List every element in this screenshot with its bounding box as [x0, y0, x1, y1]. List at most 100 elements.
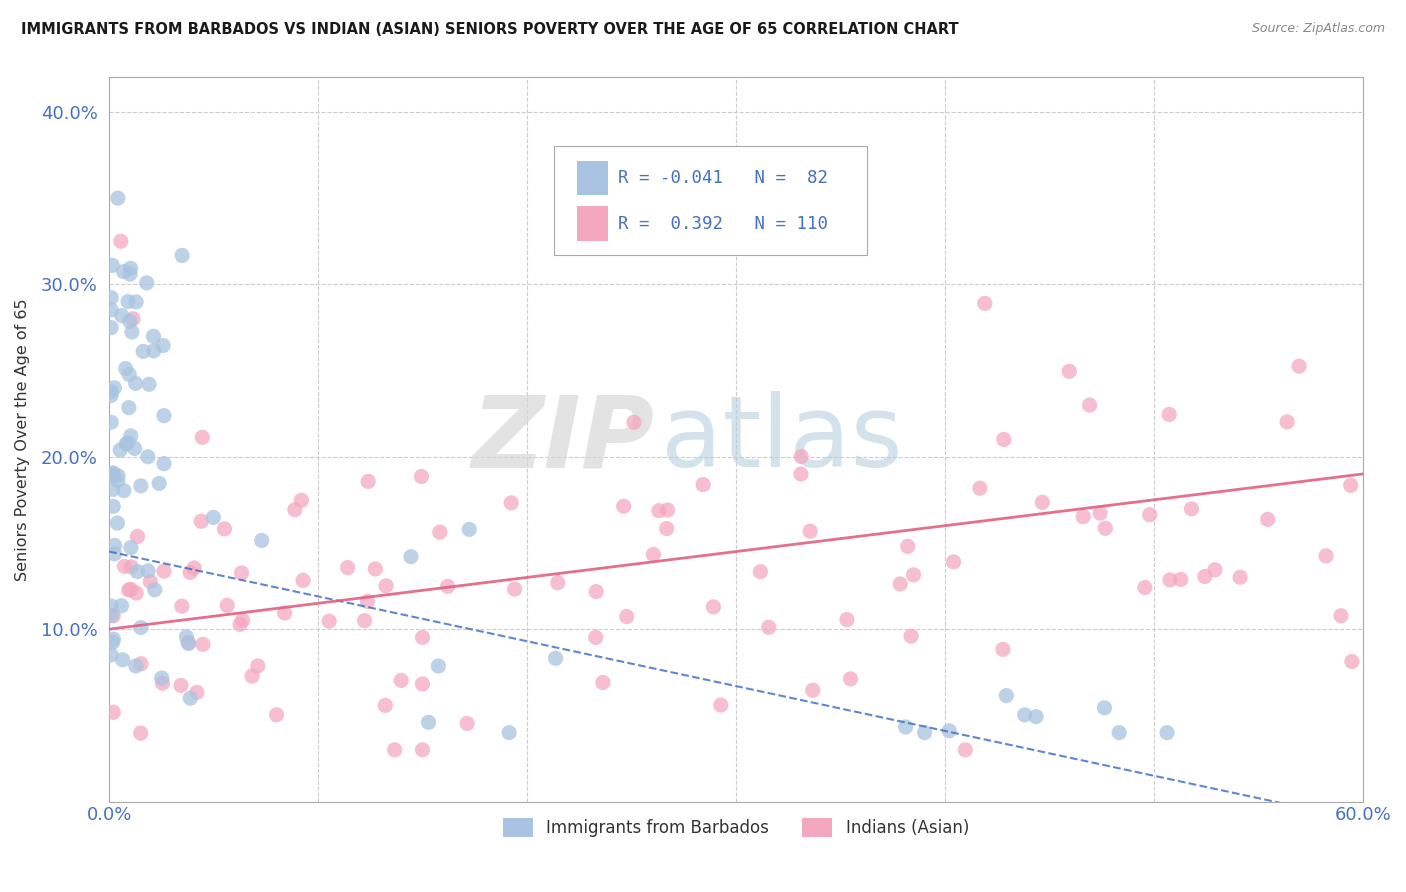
- Point: [202, 510, 225, 524]
- Point: [142, 343, 165, 358]
- Point: [1340, 478, 1362, 492]
- Point: [139, 574, 162, 589]
- Point: [655, 522, 678, 536]
- Point: [129, 726, 152, 740]
- Point: [232, 613, 254, 627]
- Point: [120, 429, 142, 443]
- Bar: [576, 206, 607, 241]
- Point: [585, 631, 607, 645]
- Point: [336, 560, 359, 574]
- Point: [903, 567, 925, 582]
- Point: [104, 538, 127, 552]
- Point: [125, 659, 148, 673]
- Point: [152, 676, 174, 690]
- Point: [108, 443, 131, 458]
- Point: [758, 620, 780, 634]
- Point: [250, 533, 273, 548]
- Point: [107, 516, 129, 530]
- Point: [124, 442, 146, 456]
- Point: [121, 325, 143, 339]
- Point: [418, 715, 440, 730]
- Point: [122, 311, 145, 326]
- Text: R =  0.392   N = 110: R = 0.392 N = 110: [619, 215, 828, 233]
- Point: [894, 720, 917, 734]
- Point: [100, 320, 122, 334]
- Point: [1071, 509, 1094, 524]
- Point: [135, 276, 157, 290]
- Point: [318, 614, 340, 628]
- Point: [101, 259, 124, 273]
- Point: [399, 549, 422, 564]
- Point: [127, 565, 149, 579]
- Point: [152, 338, 174, 352]
- Point: [290, 493, 312, 508]
- Point: [229, 617, 252, 632]
- Text: R = -0.041   N =  82: R = -0.041 N = 82: [619, 169, 828, 187]
- Point: [214, 522, 236, 536]
- Point: [411, 743, 433, 757]
- Point: [1180, 501, 1202, 516]
- Point: [111, 309, 134, 323]
- Point: [897, 539, 920, 553]
- Point: [153, 457, 176, 471]
- Point: [1229, 570, 1251, 584]
- Point: [246, 659, 269, 673]
- Point: [1288, 359, 1310, 374]
- Point: [889, 577, 911, 591]
- Point: [1341, 655, 1364, 669]
- Point: [103, 706, 125, 720]
- Point: [503, 582, 526, 596]
- Point: [429, 525, 451, 540]
- Point: [129, 479, 152, 493]
- Point: [702, 599, 724, 614]
- Point: [100, 648, 122, 662]
- Point: [616, 609, 638, 624]
- Point: [112, 264, 135, 278]
- Point: [100, 384, 122, 399]
- Point: [1014, 707, 1036, 722]
- Point: [191, 637, 214, 651]
- Point: [117, 435, 139, 450]
- Point: [111, 653, 134, 667]
- Point: [692, 477, 714, 491]
- Point: [107, 474, 129, 488]
- Point: [585, 584, 607, 599]
- Point: [100, 608, 122, 623]
- Point: [190, 514, 212, 528]
- Point: [118, 368, 141, 382]
- Point: [1330, 608, 1353, 623]
- Point: [790, 467, 813, 481]
- Point: [592, 675, 614, 690]
- Point: [374, 698, 396, 713]
- Point: [129, 621, 152, 635]
- Point: [118, 582, 141, 597]
- Point: [1156, 725, 1178, 739]
- Point: [142, 329, 165, 343]
- Point: [969, 481, 991, 495]
- Point: [643, 548, 665, 562]
- Point: [357, 475, 380, 489]
- Point: [100, 599, 122, 613]
- Point: [136, 564, 159, 578]
- Point: [284, 502, 307, 516]
- Point: [132, 344, 155, 359]
- Point: [544, 651, 567, 665]
- Point: [1194, 569, 1216, 583]
- Point: [170, 678, 193, 692]
- Point: [217, 599, 239, 613]
- Point: [112, 483, 135, 498]
- Point: [100, 415, 122, 429]
- Point: [710, 698, 733, 712]
- Point: [124, 376, 146, 391]
- Point: [129, 657, 152, 671]
- Point: [1031, 495, 1053, 509]
- Point: [1078, 398, 1101, 412]
- Point: [120, 541, 142, 555]
- Bar: [576, 161, 607, 195]
- Point: [172, 248, 194, 262]
- Point: [114, 559, 136, 574]
- Point: [1170, 573, 1192, 587]
- Point: [1139, 508, 1161, 522]
- Point: [186, 685, 208, 699]
- Y-axis label: Seniors Poverty Over the Age of 65: Seniors Poverty Over the Age of 65: [15, 298, 30, 581]
